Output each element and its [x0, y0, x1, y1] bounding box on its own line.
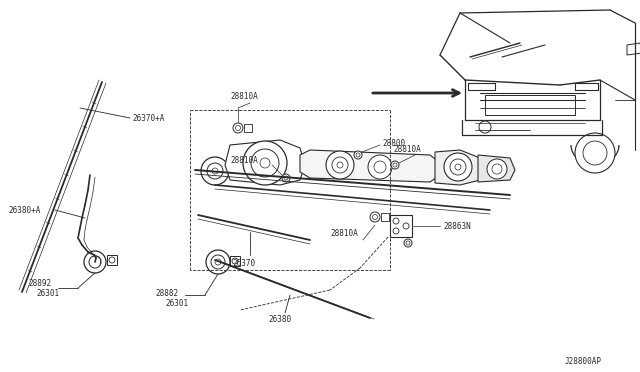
Circle shape: [356, 153, 360, 157]
Circle shape: [444, 153, 472, 181]
Polygon shape: [478, 155, 515, 182]
Circle shape: [207, 163, 223, 179]
Circle shape: [326, 151, 354, 179]
Circle shape: [337, 162, 343, 168]
Circle shape: [233, 123, 243, 133]
Circle shape: [374, 161, 386, 173]
Text: 28810A: 28810A: [230, 92, 258, 100]
Circle shape: [260, 158, 270, 168]
Circle shape: [354, 151, 362, 159]
Text: 28810A: 28810A: [230, 155, 258, 164]
Circle shape: [212, 168, 218, 174]
Polygon shape: [435, 150, 485, 185]
Circle shape: [406, 241, 410, 245]
Text: J28800AP: J28800AP: [565, 357, 602, 366]
Circle shape: [211, 255, 225, 269]
Text: 26301: 26301: [36, 289, 59, 298]
Text: 28882: 28882: [155, 289, 178, 298]
Circle shape: [403, 223, 409, 229]
Circle shape: [89, 256, 101, 268]
Text: 28810A: 28810A: [393, 144, 420, 154]
Circle shape: [450, 159, 466, 175]
Circle shape: [393, 228, 399, 234]
Circle shape: [372, 215, 378, 219]
Circle shape: [393, 218, 399, 224]
Circle shape: [583, 141, 607, 165]
Circle shape: [232, 258, 238, 264]
Polygon shape: [225, 140, 305, 185]
Circle shape: [215, 259, 221, 265]
Text: 28810A: 28810A: [330, 228, 358, 237]
Circle shape: [236, 125, 241, 131]
Circle shape: [251, 149, 279, 177]
Circle shape: [332, 157, 348, 173]
Text: 28863N: 28863N: [443, 221, 471, 231]
Text: 26380+A: 26380+A: [8, 205, 40, 215]
Circle shape: [575, 133, 615, 173]
Circle shape: [393, 163, 397, 167]
Text: 28892: 28892: [28, 279, 51, 289]
Circle shape: [206, 250, 230, 274]
Circle shape: [391, 161, 399, 169]
Circle shape: [479, 121, 491, 133]
Polygon shape: [300, 150, 440, 182]
Bar: [390, 215, 412, 237]
Circle shape: [492, 164, 502, 174]
Circle shape: [368, 155, 392, 179]
Text: 26380: 26380: [268, 315, 291, 324]
Bar: [485, 95, 575, 115]
Circle shape: [201, 157, 229, 185]
Bar: [381, 213, 389, 221]
Circle shape: [455, 164, 461, 170]
Bar: [230, 256, 240, 266]
Text: 26301: 26301: [165, 298, 188, 308]
Circle shape: [404, 239, 412, 247]
Text: 26370: 26370: [232, 259, 255, 267]
Circle shape: [487, 159, 507, 179]
Bar: [244, 124, 252, 132]
Polygon shape: [627, 43, 640, 55]
Text: 28800: 28800: [382, 138, 405, 148]
Circle shape: [243, 141, 287, 185]
Bar: [107, 255, 117, 265]
Circle shape: [84, 251, 106, 273]
Circle shape: [284, 176, 288, 180]
Circle shape: [370, 212, 380, 222]
Circle shape: [282, 174, 290, 182]
Text: 26370+A: 26370+A: [132, 113, 164, 122]
Circle shape: [109, 257, 115, 263]
